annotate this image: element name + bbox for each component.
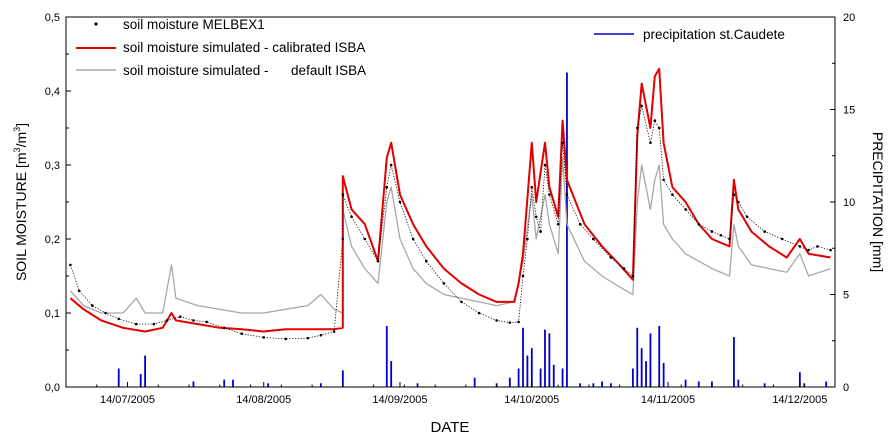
x-axis-label: DATE xyxy=(431,419,470,436)
x-tick-label: 14/11/2005 xyxy=(641,394,695,406)
melbex-point-23 xyxy=(385,185,389,189)
melbex-series xyxy=(70,105,831,340)
y-right-tick-label: 20 xyxy=(843,12,855,24)
x-tick-label: 14/10/2005 xyxy=(504,394,559,406)
y-right-tick-label: 10 xyxy=(843,197,855,209)
y-right-tick-label: 5 xyxy=(843,290,849,302)
y-right-tick-label: 0 xyxy=(843,382,849,394)
y-left-tick-label: 0,3 xyxy=(45,160,60,172)
melbex-point-13 xyxy=(262,336,266,339)
y-right-tick-label: 15 xyxy=(843,105,855,117)
legend-label-melbex: soil moisture MELBEX1 xyxy=(123,17,265,32)
y-left-tick-label: 0,2 xyxy=(45,234,60,246)
melbex-point-15 xyxy=(306,336,309,340)
y-left-tick-label: 0,1 xyxy=(45,308,60,320)
melbex-point-9 xyxy=(192,319,195,322)
melbex-point-18 xyxy=(341,237,345,241)
y-axis-label-left: SOIL MOISTURE [m3/m3] xyxy=(12,123,29,281)
x-tick-label: 14/09/2005 xyxy=(372,394,427,406)
melbex-point-50 xyxy=(640,104,643,108)
melbex-point-55 xyxy=(671,193,674,196)
y-left-tick-label: 0,4 xyxy=(45,86,60,98)
legend-marker-melbex xyxy=(94,22,98,26)
legend-right: precipitation st.Caudete xyxy=(594,27,785,42)
melbex-point-34 xyxy=(521,274,525,278)
melbex-point-51 xyxy=(649,141,652,145)
melbex-point-49 xyxy=(635,126,639,130)
calibrated-isba-series xyxy=(69,67,831,333)
x-tick-label: 14/12/2005 xyxy=(772,394,827,406)
melbex-point-25 xyxy=(398,200,402,204)
melbex-point-24 xyxy=(389,163,393,167)
legend-label-calibrated: soil moisture simulated - calibrated ISB… xyxy=(123,40,365,55)
melbex-point-10 xyxy=(205,320,208,324)
melbex-point-60 xyxy=(728,237,731,241)
melbex-point-35 xyxy=(526,237,529,241)
melbex-point-69 xyxy=(829,248,832,252)
melbex-point-5 xyxy=(135,322,138,326)
y-left-tick-label: 0,5 xyxy=(45,12,60,24)
y-axis-label-right: PRECIPITATION [mm] xyxy=(870,132,886,272)
melbex-point-14 xyxy=(284,337,288,341)
melbex-point-12 xyxy=(240,332,244,336)
legend-label-precip: precipitation st.Caudete xyxy=(643,27,785,42)
melbex-point-39 xyxy=(543,163,547,167)
x-tick-label: 14/07/2005 xyxy=(100,394,155,406)
y-left-tick-label: 0,0 xyxy=(45,382,60,394)
x-tick-label: 14/08/2005 xyxy=(236,394,291,406)
legend-left: soil moisture MELBEX1 soil moisture simu… xyxy=(76,17,366,78)
melbex-point-38 xyxy=(539,230,542,233)
axes-layer: 0,0 0,1 0,2 0,3 0,4 0,5 0 5 10 15 20 14/07/2005 14/0… xyxy=(45,12,856,406)
melbex-point-36 xyxy=(530,185,534,189)
melbex-point-52 xyxy=(653,119,657,122)
melbex-point-0 xyxy=(69,263,72,267)
legend-label-default: soil moisture simulated - default ISBA xyxy=(123,63,366,78)
series-layer xyxy=(69,67,832,387)
